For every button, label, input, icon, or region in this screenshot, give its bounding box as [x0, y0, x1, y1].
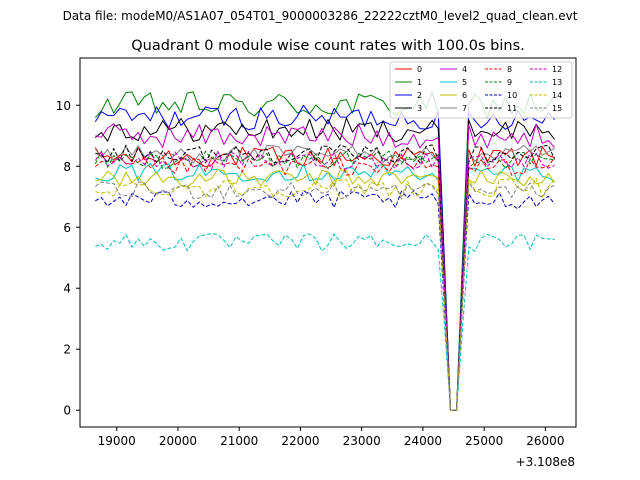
series-line-3	[94, 117, 555, 411]
legend-label-4: 4	[462, 65, 467, 74]
x-tick-label: 24000	[404, 434, 442, 448]
series-line-8	[94, 156, 556, 411]
series-line-5	[95, 162, 555, 411]
series-line-0	[94, 146, 555, 411]
y-tick-label: 2	[63, 343, 71, 357]
series-line-14	[95, 178, 555, 411]
y-tick-label: 4	[63, 282, 71, 296]
plot-series	[94, 91, 556, 411]
plot-frame	[79, 57, 577, 428]
series-line-7	[94, 144, 555, 411]
chart-suptitle: Data file: modeM0/AS1A07_054T01_90000032…	[63, 9, 578, 23]
legend-label-7: 7	[462, 104, 467, 113]
x-tick-label: 25000	[465, 434, 503, 448]
legend-label-8: 8	[507, 65, 512, 74]
series-line-15	[95, 181, 555, 411]
legend-label-2: 2	[417, 91, 422, 100]
series-line-10	[95, 190, 555, 411]
legend-label-11: 11	[507, 104, 517, 113]
legend-label-0: 0	[417, 65, 422, 74]
legend-label-1: 1	[417, 78, 422, 87]
legend-box	[389, 61, 573, 119]
x-tick-label: 20000	[159, 434, 197, 448]
series-line-12	[94, 150, 555, 411]
legend-label-15: 15	[552, 104, 562, 113]
series-line-2	[94, 104, 555, 411]
series-line-11	[95, 144, 556, 411]
legend-label-12: 12	[552, 65, 562, 74]
series-line-6	[95, 168, 556, 411]
x-tick-label: 19000	[98, 434, 136, 448]
legend-label-13: 13	[552, 78, 562, 87]
series-line-1	[94, 91, 556, 411]
y-tick-label: 10	[56, 99, 71, 113]
legend-label-14: 14	[552, 91, 562, 100]
chart-title: Quadrant 0 module wise count rates with …	[131, 38, 525, 54]
series-line-9	[94, 150, 555, 411]
y-tick-label: 6	[63, 221, 71, 235]
legend-label-3: 3	[417, 104, 422, 113]
y-tick-label: 0	[63, 404, 71, 418]
x-tick-label: 22000	[281, 434, 319, 448]
x-tick-label: 26000	[526, 434, 564, 448]
legend-label-6: 6	[462, 91, 467, 100]
x-tick-label: 23000	[343, 434, 381, 448]
x-offset-label: +3.108e8	[516, 455, 575, 469]
legend-label-9: 9	[507, 78, 512, 87]
series-line-4	[95, 123, 555, 411]
y-axis: 0 2 4 6 8 10	[56, 99, 80, 418]
legend-label-5: 5	[462, 78, 467, 87]
x-tick-label: 21000	[220, 434, 258, 448]
y-tick-label: 8	[63, 160, 71, 174]
series-line-13	[95, 233, 555, 411]
x-axis: 19000 20000 21000 22000 23000 24000 25000 26000	[98, 427, 564, 448]
legend-label-10: 10	[507, 91, 517, 100]
